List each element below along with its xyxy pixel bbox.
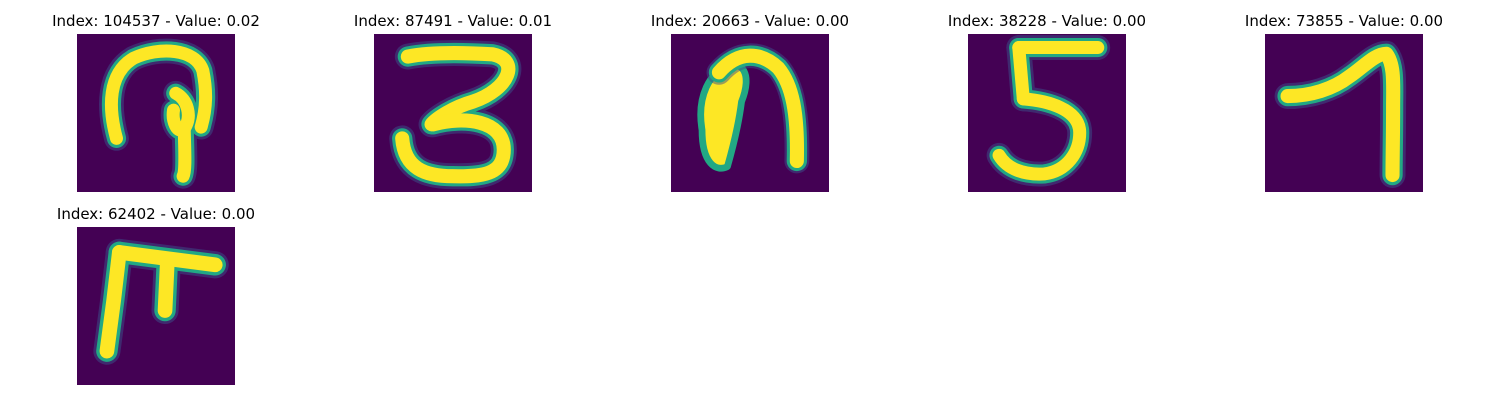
panel-title: Index: 73855 - Value: 0.00 xyxy=(1244,12,1444,30)
panel-0: Index: 104537 - Value: 0.02 xyxy=(26,0,286,192)
panel-5: Index: 62402 - Value: 0.00 xyxy=(26,193,286,385)
panel-4: Index: 73855 - Value: 0.00 xyxy=(1214,0,1474,192)
digit-image xyxy=(374,34,532,192)
panel-1: Index: 87491 - Value: 0.01 xyxy=(323,0,583,192)
panel-3: Index: 38228 - Value: 0.00 xyxy=(917,0,1177,192)
digit-image xyxy=(77,227,235,385)
panel-title: Index: 62402 - Value: 0.00 xyxy=(56,205,256,223)
digit-image xyxy=(671,34,829,192)
digit-image xyxy=(77,34,235,192)
digit-image xyxy=(1265,34,1423,192)
panel-title: Index: 38228 - Value: 0.00 xyxy=(947,12,1147,30)
digit-image xyxy=(968,34,1126,192)
panel-2: Index: 20663 - Value: 0.00 xyxy=(620,0,880,192)
panel-title: Index: 20663 - Value: 0.00 xyxy=(650,12,850,30)
panel-title: Index: 87491 - Value: 0.01 xyxy=(353,12,553,30)
panel-title: Index: 104537 - Value: 0.02 xyxy=(52,12,260,30)
